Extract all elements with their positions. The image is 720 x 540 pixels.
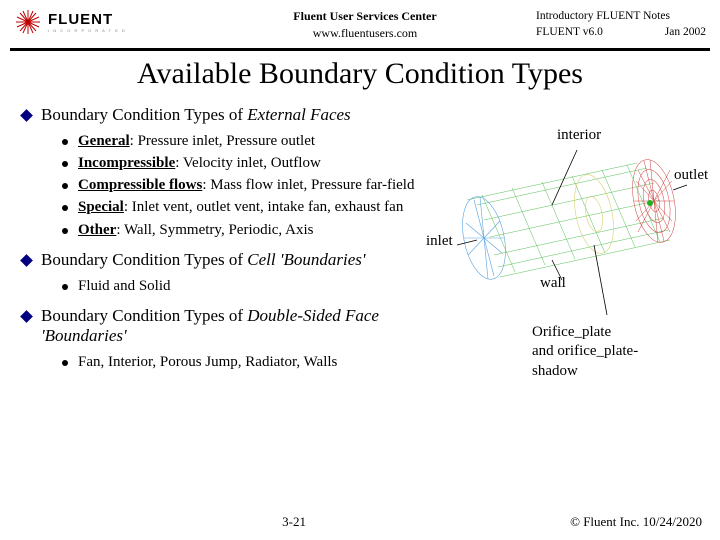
bullet-dot [62, 183, 68, 189]
section-1-subs: General: Pressure inlet, Pressure outlet… [62, 131, 422, 240]
bullet-dot [62, 284, 68, 290]
bullet-diamond [20, 310, 33, 323]
logo-icon [14, 8, 42, 36]
footer: 3-21 © Fluent Inc. 10/24/2020 [0, 514, 720, 530]
list-item: Incompressible: Velocity inlet, Outflow [62, 153, 422, 173]
label-inlet: inlet [426, 233, 453, 250]
section-1: Boundary Condition Types of External Fac… [22, 105, 422, 125]
list-item: Compressible flows: Mass flow inlet, Pre… [62, 175, 422, 195]
divider [10, 48, 710, 51]
logo-block: FLUENT I N C O R P O R A T E D [14, 8, 194, 36]
section-3: Boundary Condition Types of Double-Sided… [22, 306, 422, 346]
list-item: General: Pressure inlet, Pressure outlet [62, 131, 422, 151]
list-item: Fan, Interior, Porous Jump, Radiator, Wa… [62, 352, 422, 372]
section-1-title: Boundary Condition Types of External Fac… [41, 105, 351, 125]
left-column: Boundary Condition Types of External Fac… [22, 105, 422, 383]
page-number: 3-21 [282, 514, 306, 530]
page-title: Available Boundary Condition Types [0, 57, 720, 91]
content: Boundary Condition Types of External Fac… [0, 105, 720, 383]
header-right-date: Jan 2002 [665, 24, 706, 40]
header: FLUENT I N C O R P O R A T E D Fluent Us… [0, 0, 720, 46]
bullet-dot [62, 139, 68, 145]
label-interior: interior [557, 127, 601, 144]
label-orifice: Orifice_plate and orifice_plate- shadow [532, 323, 638, 382]
header-center-line2: www.fluentusers.com [194, 25, 536, 42]
section-2-subs: Fluid and Solid [62, 276, 422, 296]
label-outlet: outlet [674, 167, 708, 184]
header-right-line1: Introductory FLUENT Notes [536, 8, 706, 24]
section-3-subs: Fan, Interior, Porous Jump, Radiator, Wa… [62, 352, 422, 372]
copyright: © Fluent Inc. 10/24/2020 [570, 514, 702, 530]
label-wall: wall [540, 275, 566, 292]
header-center: Fluent User Services Center www.fluentus… [194, 8, 536, 42]
header-right-version: FLUENT v6.0 [536, 24, 603, 40]
list-item: Special: Inlet vent, outlet vent, intake… [62, 197, 422, 217]
header-right: Introductory FLUENT Notes FLUENT v6.0 Ja… [536, 8, 706, 40]
logo-text: FLUENT I N C O R P O R A T E D [48, 11, 126, 33]
bullet-dot [62, 360, 68, 366]
bullet-diamond [20, 254, 33, 267]
logo-word: FLUENT [48, 11, 126, 28]
list-item: Fluid and Solid [62, 276, 422, 296]
section-2-title: Boundary Condition Types of Cell 'Bounda… [41, 250, 366, 270]
header-center-line1: Fluent User Services Center [194, 8, 536, 25]
bullet-diamond [20, 109, 33, 122]
list-item: Other: Wall, Symmetry, Periodic, Axis [62, 220, 422, 240]
bullet-dot [62, 228, 68, 234]
mesh-diagram: interior outlet inlet wall Orifice_plate… [422, 105, 712, 405]
section-3-title: Boundary Condition Types of Double-Sided… [41, 306, 422, 346]
section-2: Boundary Condition Types of Cell 'Bounda… [22, 250, 422, 270]
bullet-dot [62, 205, 68, 211]
right-column: interior outlet inlet wall Orifice_plate… [422, 105, 710, 383]
bullet-dot [62, 161, 68, 167]
